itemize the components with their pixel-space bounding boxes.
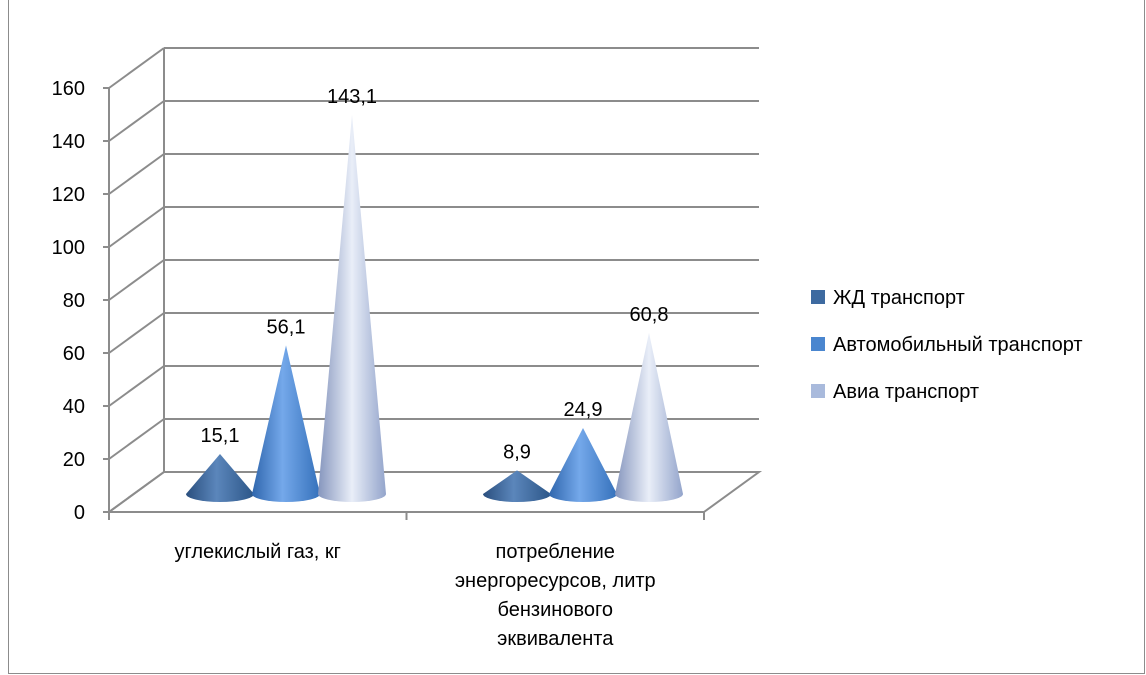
- y-tick-label: 80: [63, 290, 85, 312]
- x-category-label: углекислый газ, кг: [175, 541, 341, 563]
- cone-3-1: [318, 114, 386, 502]
- y-tick-label: 160: [52, 78, 85, 100]
- y-tick-label: 40: [63, 396, 85, 418]
- axes: 0 20 40 60 80 100 120 140 160 углекислый газ, кг п…: [52, 78, 705, 650]
- y-tick-label: 140: [52, 131, 85, 153]
- side-gridline: [108, 418, 165, 460]
- side-gridline: [108, 312, 165, 354]
- y-tick-label: 0: [74, 502, 85, 524]
- chart-frame: 0 20 40 60 80 100 120 140 160 углекислый газ, кг п…: [8, 0, 1145, 674]
- cone-chart: 0 20 40 60 80 100 120 140 160 углекислый газ, кг п…: [52, 47, 1083, 650]
- data-label: 24,9: [564, 399, 603, 421]
- y-tick-label: 100: [52, 237, 85, 259]
- y-tick-label: 120: [52, 184, 85, 206]
- cone-1-2: [483, 470, 551, 502]
- cone-3-2: [615, 332, 683, 502]
- floor: [108, 471, 763, 513]
- gridlines: [108, 47, 763, 513]
- legend-swatch: [811, 290, 825, 304]
- data-labels: 15,1 8,9 56,1 24,9 143,1 60,8: [201, 86, 669, 464]
- side-gridline: [108, 206, 165, 248]
- data-label: 15,1: [201, 425, 240, 447]
- side-gridline: [108, 153, 165, 195]
- legend-swatch: [811, 337, 825, 351]
- legend-swatch: [811, 384, 825, 398]
- data-label: 143,1: [327, 86, 377, 108]
- data-label: 56,1: [267, 316, 306, 338]
- side-gridline: [108, 47, 165, 89]
- side-gridline: [108, 259, 165, 301]
- cones: [186, 114, 683, 502]
- legend-label: Автомобильный транспорт: [833, 334, 1083, 356]
- data-label: 60,8: [630, 304, 669, 326]
- side-gridline: [108, 365, 165, 407]
- legend-label: ЖД транспорт: [833, 287, 965, 309]
- x-category-label: потребление: [496, 541, 615, 563]
- x-category-label: энергоресурсов, литр: [455, 570, 656, 592]
- data-label: 8,9: [503, 441, 531, 463]
- legend-label: Авиа транспорт: [833, 381, 979, 403]
- side-gridline: [108, 100, 165, 142]
- cone-1-1: [186, 453, 254, 502]
- x-category-label: эквивалента: [497, 628, 614, 650]
- cone-2-1: [252, 345, 320, 502]
- cone-2-2: [549, 428, 617, 502]
- x-category-label: бензинового: [498, 599, 613, 621]
- y-tick-label: 20: [63, 449, 85, 471]
- legend: ЖД транспорт Автомобильный транспорт Авиа …: [811, 287, 1083, 403]
- y-tick-label: 60: [63, 343, 85, 365]
